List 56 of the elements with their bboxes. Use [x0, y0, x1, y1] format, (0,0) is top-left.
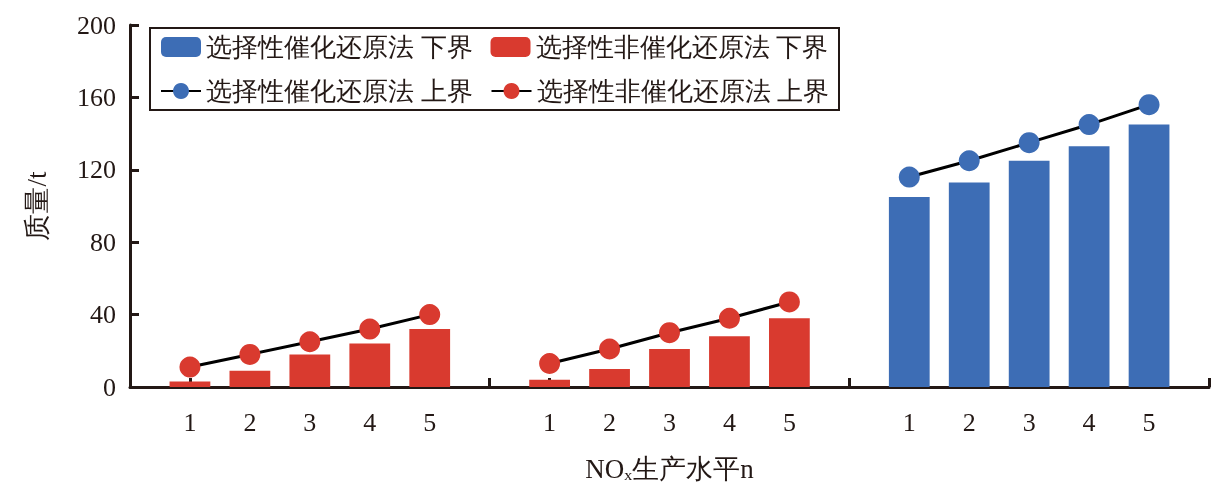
point [539, 352, 561, 374]
point [179, 356, 201, 378]
x-tick-label: 5 [423, 407, 437, 437]
x-tick-label: 1 [183, 407, 197, 437]
bar [409, 329, 451, 387]
bar [529, 379, 570, 387]
y-tick-label: 200 [77, 10, 116, 40]
bar [169, 381, 211, 387]
point [1078, 114, 1100, 136]
bar [349, 343, 391, 387]
bar [1068, 146, 1110, 387]
point [958, 150, 980, 172]
x-tick-label: 4 [1082, 407, 1096, 437]
point [718, 307, 740, 329]
legend-label: 选择性非催化还原法 上界 [536, 76, 829, 106]
point [599, 338, 621, 360]
y-axis-title: 质量/t [21, 171, 52, 241]
bar [649, 348, 690, 387]
bar [1128, 124, 1170, 387]
x-tick-label: 4 [363, 407, 377, 437]
point [419, 304, 441, 326]
y-tick-label: 160 [77, 82, 116, 112]
point [898, 166, 920, 188]
x-tick-label: 5 [1142, 407, 1156, 437]
x-tick-label: 1 [543, 407, 557, 437]
bar [229, 370, 271, 387]
x-axis-title: NOₓ生产水平n [585, 453, 755, 484]
y-tick-label: 40 [90, 300, 116, 330]
legend-label: 选择性催化还原法 上界 [206, 76, 473, 106]
legend-label: 选择性催化还原法 下界 [206, 32, 473, 62]
x-tick-label: 3 [303, 407, 317, 437]
x-tick-label: 3 [1022, 407, 1036, 437]
y-tick-label: 120 [77, 155, 116, 185]
point [1018, 132, 1040, 154]
bar [888, 196, 930, 387]
point [1138, 94, 1160, 116]
bar [948, 182, 990, 387]
bar [709, 336, 750, 387]
bar [589, 368, 630, 387]
point [239, 343, 261, 365]
x-tick-label: 2 [243, 407, 257, 437]
point [778, 291, 800, 313]
x-tick-label: 4 [722, 407, 736, 437]
x-tick-label: 1 [902, 407, 916, 437]
x-tick-label: 5 [782, 407, 796, 437]
point [359, 318, 381, 340]
bar [769, 318, 810, 387]
y-tick-label: 80 [90, 227, 116, 257]
point [659, 322, 680, 344]
point [299, 331, 321, 353]
bar [1008, 160, 1050, 387]
x-tick-label: 2 [962, 407, 976, 437]
x-tick-label: 3 [663, 407, 676, 437]
x-tick-label: 2 [603, 407, 617, 437]
legend-label: 选择性非催化还原法 下界 [535, 32, 828, 62]
y-tick-label: 0 [103, 372, 116, 402]
